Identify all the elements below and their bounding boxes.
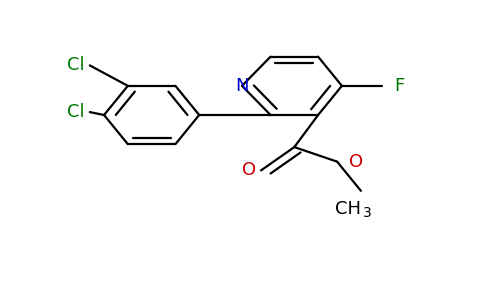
Text: F: F [394,77,405,95]
Text: N: N [235,77,249,95]
Text: 3: 3 [363,206,372,220]
Text: CH: CH [335,200,361,217]
Text: Cl: Cl [67,103,85,121]
Text: O: O [349,153,363,171]
Text: O: O [242,161,256,179]
Text: Cl: Cl [67,56,85,74]
